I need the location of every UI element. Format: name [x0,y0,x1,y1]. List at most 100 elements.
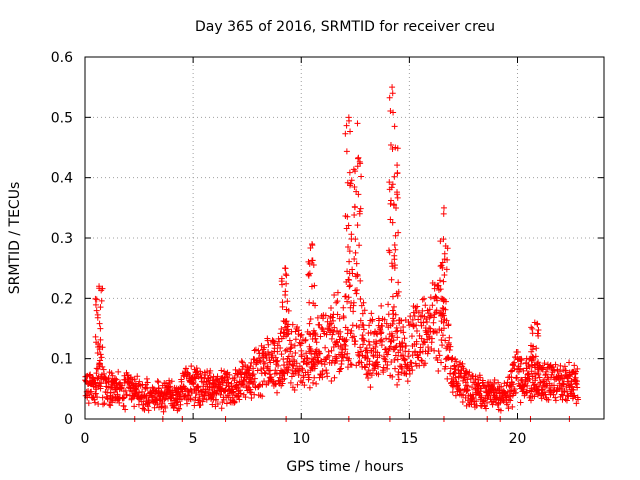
data-point [87,371,94,378]
data-point [302,337,309,344]
data-point [92,295,99,302]
data-point [197,401,204,408]
data-point [354,272,361,279]
data-point [345,276,352,283]
data-point [312,363,319,370]
data-point [282,292,289,299]
data-point [449,354,456,361]
data-point [93,296,100,303]
data-point [511,385,518,392]
data-point [282,271,289,278]
data-point [309,241,316,248]
data-point [458,392,465,399]
data-point [404,361,411,368]
data-point [440,325,447,332]
data-point [123,391,130,398]
data-point [358,359,365,366]
data-point [149,384,156,391]
data-point [373,340,380,347]
data-point [136,378,143,385]
data-point [364,371,371,378]
data-point [346,169,353,176]
data-point [238,358,245,365]
data-point [368,372,375,379]
data-point [316,321,323,328]
data-point [282,265,289,272]
x-tick-label: 0 [81,431,90,447]
data-point [187,396,194,403]
data-point [281,362,288,369]
data-point [262,370,269,377]
data-point [176,405,183,412]
data-point [143,393,150,400]
data-point [572,374,579,381]
data-point [194,383,201,390]
data-point [513,374,520,381]
data-point [276,338,283,345]
data-point [357,205,364,212]
data-point [536,374,543,381]
data-point [422,302,429,309]
data-point [389,293,396,300]
data-point [144,379,151,386]
axis-ticks: 0 5 10 15 20 0 0.1 0.2 0.3 0.4 0.5 0.6 [51,50,604,447]
data-point [207,367,214,374]
data-point [275,362,282,369]
data-point [394,334,401,341]
data-point [284,331,291,338]
data-point [316,350,323,357]
data-point [288,373,295,380]
data-point [338,357,345,364]
data-point [344,268,351,275]
data-point [328,304,335,311]
data-point [437,286,444,293]
data-point [367,329,374,336]
data-point [343,148,350,155]
data-point [132,380,139,387]
data-point [379,338,386,345]
data-point [351,255,358,262]
data-point [296,368,303,375]
data-point [323,331,330,338]
data-point [351,203,358,210]
data-point [527,397,534,404]
data-point [390,337,397,344]
data-point [299,366,306,373]
data-point [426,325,433,332]
data-point [377,330,384,337]
data-point [226,371,233,378]
data-point [139,388,146,395]
data-point [394,191,401,198]
data-point [306,320,313,327]
data-point [331,292,338,299]
data-point [361,337,368,344]
data-point [250,371,257,378]
data-point [283,272,290,279]
data-point [339,346,346,353]
data-point [85,400,92,407]
data-point [251,356,258,363]
data-point [302,336,309,343]
data-point [342,342,349,349]
data-point [383,320,390,327]
data-point [389,320,396,327]
data-point [196,391,203,398]
data-point [96,346,103,353]
data-point [421,295,428,302]
data-point [483,405,490,412]
data-point [504,401,511,408]
data-point [255,355,262,362]
data-point [531,393,538,400]
data-point [280,356,287,363]
data-point [542,391,549,398]
data-point [420,338,427,345]
data-point [417,349,424,356]
data-point [305,272,312,279]
data-point [427,294,434,301]
data-point [294,381,301,388]
x-tick-label: 5 [189,431,198,447]
data-point [528,324,535,331]
data-point [218,405,225,412]
data-point [443,345,450,352]
data-point [442,363,449,370]
